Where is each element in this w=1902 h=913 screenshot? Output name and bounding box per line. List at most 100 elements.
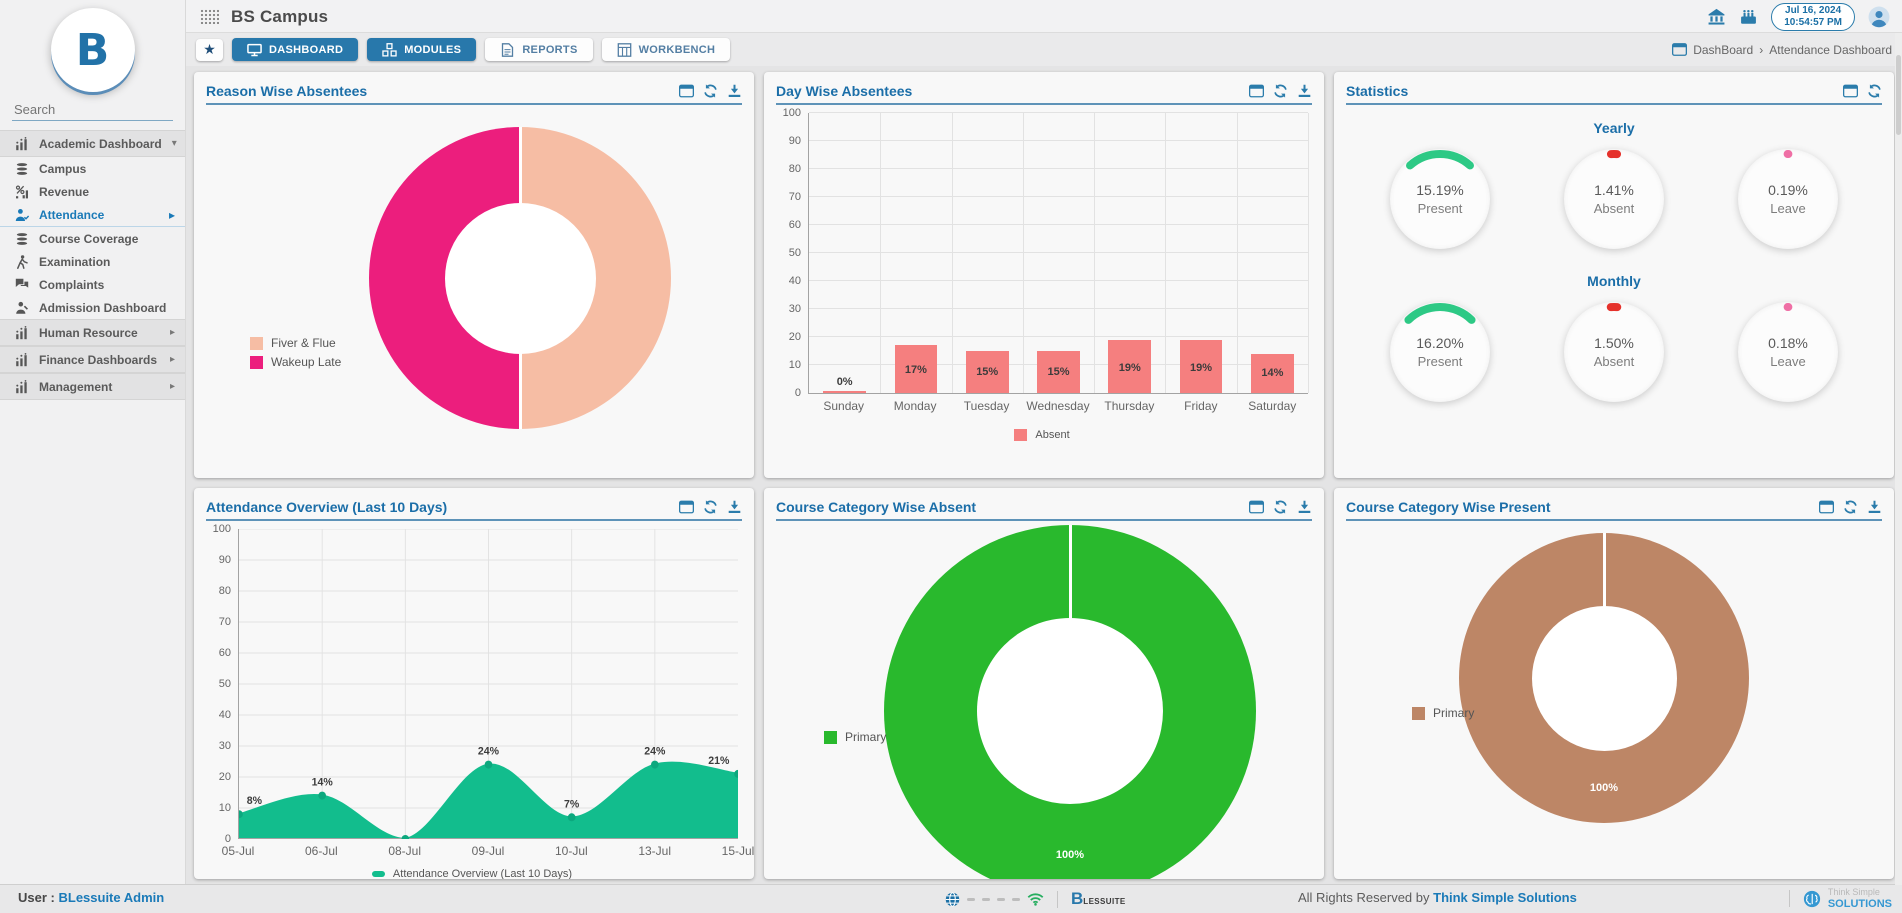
sidebar-item-finance-dashboards[interactable]: Finance Dashboards ▸ (0, 346, 185, 373)
sidebar-item-examination[interactable]: Examination (0, 250, 185, 273)
footer-status-cluster: B LESSUITE (945, 889, 1126, 909)
top-bar: BS Campus Jul 16, 2024 10:54:57 PM (186, 0, 1902, 33)
divider (1057, 890, 1058, 908)
present-chart-area: Primary 100% (1346, 533, 1882, 823)
y-axis-labels: 0 10 20 30 40 50 60 70 80 90 100 (212, 523, 231, 845)
wifi-icon[interactable] (1027, 892, 1044, 906)
bar-chart-icon (15, 137, 29, 151)
sidebar-item-complaints[interactable]: Complaints (0, 273, 185, 296)
legend-swatch (250, 336, 263, 350)
absent-chart-area: Primary 100% (776, 525, 1312, 879)
bar-chart-icon (15, 353, 29, 367)
download-icon[interactable] (1867, 500, 1882, 514)
maximize-icon[interactable] (1843, 84, 1858, 98)
svg-text:24%: 24% (644, 745, 666, 757)
maximize-icon[interactable] (679, 84, 694, 98)
brand-logo: B (0, 0, 185, 92)
bar-chart-icon (15, 380, 29, 394)
chat-bubbles-icon (15, 278, 29, 292)
footer-user: User : BLessuite Admin (18, 890, 165, 905)
signal-dash (982, 897, 990, 901)
reason-donut-chart (369, 127, 671, 429)
donut-hole (444, 202, 596, 354)
panel-header: Reason Wise Absentees (206, 78, 742, 105)
download-icon[interactable] (1297, 500, 1312, 514)
footer-user-name[interactable]: BLessuite Admin (58, 890, 165, 905)
refresh-icon[interactable] (1867, 84, 1882, 98)
refresh-icon[interactable] (703, 500, 718, 514)
grid-handle-icon[interactable] (200, 9, 219, 24)
birthday-cake-icon[interactable] (1739, 8, 1758, 25)
absent-donut-chart: 100% (884, 525, 1256, 879)
refresh-icon[interactable] (1843, 500, 1858, 514)
globe-icon[interactable] (945, 892, 960, 907)
divider (1788, 890, 1790, 908)
scrollbar[interactable] (1895, 33, 1902, 885)
chevron-right-icon: ▸ (169, 381, 175, 392)
panel-header: Attendance Overview (Last 10 Days) (206, 494, 742, 521)
svg-text:7%: 7% (564, 798, 580, 810)
chart-legend: Absent (776, 429, 1308, 441)
sidebar-item-attendance[interactable]: Attendance ▸ (0, 203, 185, 227)
sidebar-search (12, 101, 192, 121)
search-input[interactable] (12, 101, 192, 118)
dashboard-window-icon (1672, 43, 1687, 56)
scrollbar-thumb[interactable] (1896, 55, 1901, 135)
signal-dash (1012, 897, 1020, 901)
refresh-icon[interactable] (1273, 84, 1288, 98)
tab-workbench[interactable]: WORKBENCH (601, 38, 731, 61)
gauge-monthly-present: 16.20% Present (1390, 302, 1490, 402)
footer-company-link[interactable]: Think Simple Solutions (1433, 890, 1577, 905)
campus-building-icon[interactable] (1707, 8, 1726, 25)
tab-bar: ★ DASHBOARD MODULES REPORTS WORKBENCH Da… (186, 33, 1902, 66)
user-avatar[interactable] (1868, 6, 1890, 28)
maximize-icon[interactable] (1249, 500, 1264, 514)
panel-actions (1843, 84, 1882, 98)
tab-reports[interactable]: REPORTS (485, 38, 593, 61)
chevron-down-icon: ▾ (171, 138, 177, 149)
maximize-icon[interactable] (1249, 84, 1264, 98)
stack-icon (15, 162, 29, 176)
legend-item: Primary (1412, 706, 1474, 720)
sidebar-item-campus[interactable]: Campus (0, 157, 185, 180)
panel-actions (1819, 500, 1882, 514)
date-text: Jul 16, 2024 (1785, 4, 1842, 16)
tab-modules[interactable]: MODULES (367, 38, 477, 61)
percent-chart-icon (15, 185, 29, 199)
panel-actions (1249, 84, 1312, 98)
panel-title: Day Wise Absentees (776, 82, 913, 99)
dashboard-grid: Reason Wise Absentees Fiver & Flue Wakeu… (186, 66, 1902, 885)
bar-plot-area: 0% 17% 15% 15% 19% 19% 14% (808, 112, 1309, 394)
sidebar-item-academic-dashboard[interactable]: Academic Dashboard ▾ (0, 130, 185, 157)
sidebar-item-management[interactable]: Management ▸ (0, 373, 185, 400)
walking-person-icon (15, 255, 29, 269)
person-pencil-icon (15, 301, 29, 315)
panel-statistics: Statistics Yearly 15.19% Present 1.41% A… (1334, 72, 1894, 478)
refresh-icon[interactable] (1273, 500, 1288, 514)
datetime-badge: Jul 16, 2024 10:54:57 PM (1771, 2, 1855, 31)
stats-section-yearly: Yearly (1593, 120, 1635, 136)
blessuite-footer-logo[interactable]: B LESSUITE (1071, 889, 1126, 908)
page-title: BS Campus (231, 6, 329, 26)
sidebar-item-human-resource[interactable]: Human Resource ▸ (0, 319, 185, 346)
panel-course-category-wise-absent: Course Category Wise Absent Primary (764, 488, 1324, 879)
legend-swatch (250, 355, 263, 369)
brand-text: Think Simple SOLUTIONS (1827, 887, 1892, 910)
favorite-star-button[interactable]: ★ (196, 38, 223, 61)
tab-dashboard[interactable]: DASHBOARD (232, 38, 359, 61)
maximize-icon[interactable] (1819, 500, 1834, 514)
sidebar-item-revenue[interactable]: Revenue (0, 180, 185, 203)
download-icon[interactable] (727, 500, 742, 514)
refresh-icon[interactable] (703, 84, 718, 98)
gauge-yearly-present: 15.19% Present (1390, 149, 1490, 249)
sidebar-item-admission-dashboard[interactable]: Admission Dashboard (0, 296, 185, 319)
breadcrumb-separator: › (1759, 42, 1764, 57)
chart-legend: Primary (824, 725, 886, 749)
area-chart: 0 10 20 30 40 50 60 70 80 90 100 8% 14% 24% 7% 24% 21% … (206, 523, 754, 879)
maximize-icon[interactable] (679, 500, 694, 514)
area-plot-area: 8% 14% 24% 7% 24% 21% (238, 529, 738, 839)
sidebar-item-course-coverage[interactable]: Course Coverage (0, 227, 185, 250)
breadcrumb-root[interactable]: DashBoard (1693, 42, 1754, 57)
download-icon[interactable] (727, 84, 742, 98)
download-icon[interactable] (1297, 84, 1312, 98)
